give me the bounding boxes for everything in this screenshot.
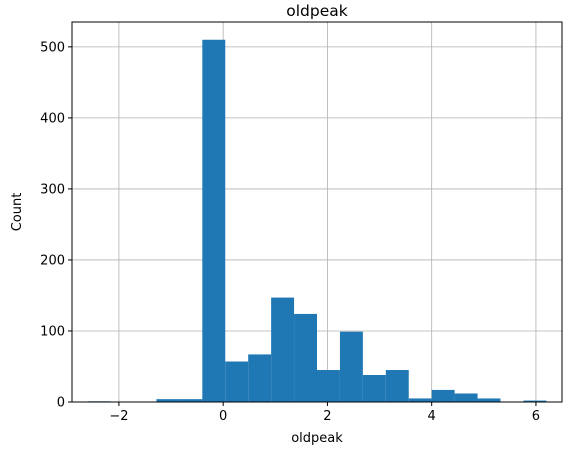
histogram-bar xyxy=(294,313,317,402)
histogram-bar xyxy=(317,370,340,402)
y-axis-ticks: 0 100 200 300 400 500 xyxy=(40,40,72,411)
y-axis-label: Count xyxy=(10,193,25,232)
y-tick-label: 300 xyxy=(40,182,65,197)
histogram-bar xyxy=(362,375,386,402)
histogram-bar xyxy=(385,370,409,402)
histogram-bar xyxy=(339,331,363,402)
x-tick-label: −2 xyxy=(109,409,128,424)
y-tick-label: 0 xyxy=(57,396,65,411)
histogram-bar xyxy=(431,389,455,402)
y-tick-label: 400 xyxy=(40,111,65,126)
y-tick-label: 200 xyxy=(40,253,65,268)
histogram-bar xyxy=(248,354,272,402)
histogram-bar xyxy=(225,361,249,402)
histogram-bar xyxy=(408,398,432,402)
x-tick-label: 2 xyxy=(323,409,331,424)
chart-title: oldpeak xyxy=(286,2,348,20)
x-axis-ticks: −2 0 2 4 6 xyxy=(109,402,540,424)
histogram-bar xyxy=(454,393,478,402)
x-axis-label: oldpeak xyxy=(291,431,343,446)
x-tick-label: 4 xyxy=(428,409,436,424)
bars xyxy=(87,39,547,402)
histogram-bar xyxy=(202,39,226,402)
histogram-bar xyxy=(271,297,295,402)
histogram-bar xyxy=(156,399,180,402)
y-tick-label: 100 xyxy=(40,324,65,339)
x-tick-label: 0 xyxy=(219,409,227,424)
plot-frame xyxy=(71,21,563,403)
histogram-bar xyxy=(477,398,501,402)
histogram-bar xyxy=(523,400,547,402)
histogram-bar xyxy=(179,399,203,402)
y-tick-label: 500 xyxy=(40,40,65,55)
x-tick-label: 6 xyxy=(532,409,540,424)
